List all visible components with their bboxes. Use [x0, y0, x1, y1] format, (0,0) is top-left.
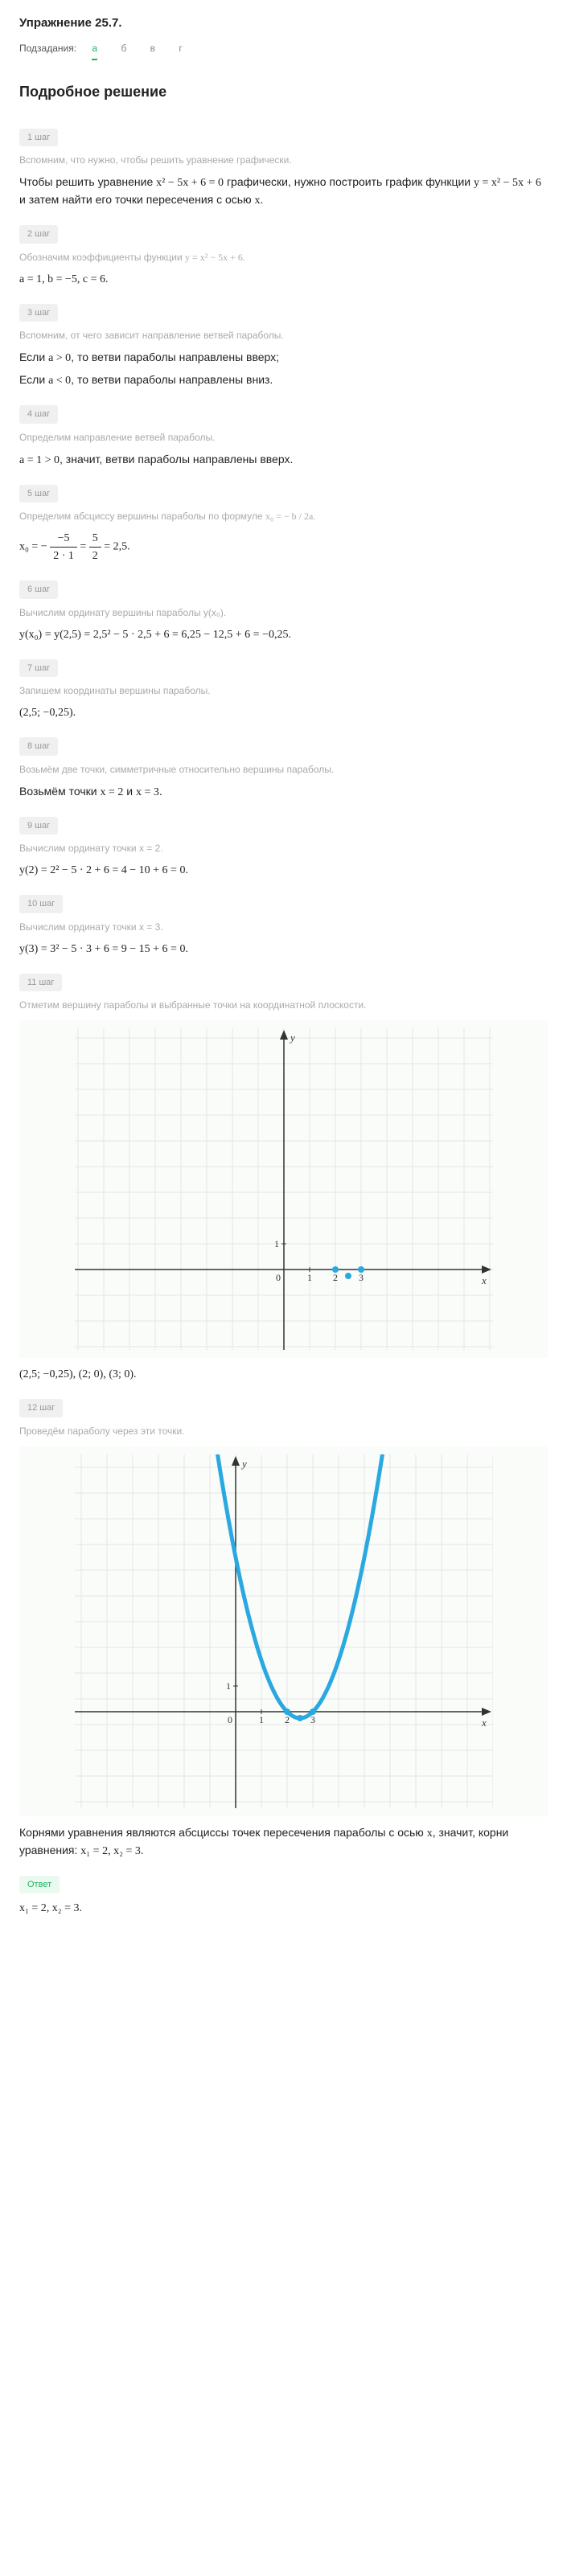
- step-badge-5: 5 шаг: [19, 485, 58, 503]
- step11-hint: Отметим вершину параболы и выбранные точ…: [19, 998, 548, 1012]
- step12-conclusion: Корнями уравнения являются абсциссы точе…: [19, 1824, 548, 1860]
- step2-hint-expr: y = x² − 5x + 6.: [185, 252, 245, 263]
- subtasks-label: Подзадания:: [19, 43, 76, 54]
- step5-f1num: −5: [50, 530, 77, 548]
- step5-hint: Определим абсциссу вершины параболы по ф…: [19, 509, 548, 523]
- step-badge-9: 9 шаг: [19, 817, 58, 835]
- step4-text: a = 1 > 0, значит, ветви параболы направ…: [19, 451, 548, 469]
- step3-hint: Вспомним, от чего зависит направление ве…: [19, 328, 548, 343]
- step8-hint: Возьмём две точки, симметричные относите…: [19, 762, 548, 777]
- step-badge-7: 7 шаг: [19, 659, 58, 678]
- step12-roots: x₁ = 2, x₂ = 3.: [80, 1845, 143, 1857]
- step12-hint: Проведём параболу через эти точки.: [19, 1424, 548, 1438]
- subtask-v[interactable]: в: [150, 41, 155, 59]
- step1-pre: Чтобы решить уравнение: [19, 175, 156, 188]
- step5-eq2: = 2,5.: [101, 541, 130, 553]
- step-badge-6: 6 шаг: [19, 580, 58, 599]
- step8-pre: Возьмём точки: [19, 785, 100, 798]
- step2-hint-pre: Обозначим коэффициенты функции: [19, 252, 185, 263]
- step3-l2-pre: Если: [19, 373, 48, 386]
- graph-1: 0 1 2 3 1 x y: [75, 1028, 493, 1350]
- step5-f2num: 5: [89, 530, 101, 548]
- step8-dot: .: [159, 785, 162, 798]
- step8-text: Возьмём точки x = 2 и x = 3.: [19, 783, 548, 801]
- step5-hint-expr: x₀ = − b / 2a.: [265, 511, 315, 522]
- step7-hint: Запишем координаты вершины параболы.: [19, 683, 548, 698]
- step2-coeffs: a = 1, b = −5, c = 6.: [19, 271, 548, 288]
- step1-dot: .: [260, 193, 263, 206]
- svg-text:2: 2: [333, 1272, 338, 1283]
- solution-header: Подробное решение: [19, 81, 548, 103]
- step4-post: , значит, ветви параболы направлены ввер…: [60, 453, 293, 466]
- graph-2: 01231xy: [75, 1454, 493, 1808]
- answer-badge: Ответ: [19, 1876, 60, 1894]
- step-badge-12: 12 шаг: [19, 1399, 63, 1417]
- subtasks-row: Подзадания: а б в г: [19, 41, 548, 60]
- step-badge-2: 2 шаг: [19, 225, 58, 244]
- graph-1-wrap: 0 1 2 3 1 x y: [19, 1020, 548, 1358]
- step1-expr1: x² − 5x + 6 = 0: [156, 177, 224, 189]
- step5-eq1: =: [77, 541, 89, 553]
- step5-calc: x₀ = − −52 · 1 = 52 = 2,5.: [19, 530, 548, 564]
- step3-line1: Если a > 0, то ветви параболы направлены…: [19, 349, 548, 367]
- step3-l2-cond: a < 0: [48, 375, 71, 387]
- step1-post: и затем найти его точки пересечения с ос…: [19, 193, 254, 206]
- step7-coords: (2,5; −0,25).: [19, 704, 548, 721]
- answer-text: x₁ = 2, x₂ = 3.: [19, 1900, 548, 1917]
- step5-f2den: 2: [89, 548, 101, 564]
- step-badge-10: 10 шаг: [19, 895, 63, 913]
- svg-text:1: 1: [307, 1272, 312, 1283]
- step3-l1-post: , то ветви параболы направлены вверх;: [71, 351, 279, 363]
- step1-text: Чтобы решить уравнение x² − 5x + 6 = 0 г…: [19, 174, 548, 209]
- exercise-title: Упражнение 25.7.: [19, 14, 548, 33]
- step5-neg: −: [41, 541, 50, 553]
- step-badge-4: 4 шаг: [19, 405, 58, 424]
- step-badge-3: 3 шаг: [19, 304, 58, 322]
- step10-calc: y(3) = 3² − 5 · 3 + 6 = 9 − 15 + 6 = 0.: [19, 941, 548, 958]
- step-badge-1: 1 шаг: [19, 129, 58, 147]
- step6-calc: y(x₀) = y(2,5) = 2,5² − 5 · 2,5 + 6 = 6,…: [19, 626, 548, 643]
- svg-text:x: x: [481, 1717, 487, 1729]
- svg-text:1: 1: [259, 1714, 264, 1725]
- step3-l1-pre: Если: [19, 351, 48, 363]
- svg-text:y: y: [240, 1458, 247, 1470]
- step3-l2-post: , то ветви параболы направлены вниз.: [71, 373, 273, 386]
- step1-hint: Вспомним, что нужно, чтобы решить уравне…: [19, 153, 548, 167]
- svg-text:y: y: [289, 1032, 295, 1044]
- step4-expr: a = 1 > 0: [19, 454, 60, 466]
- subtask-b[interactable]: б: [121, 41, 126, 59]
- step6-hint: Вычислим ординату вершины параболы y(x₀)…: [19, 605, 548, 620]
- step9-hint: Вычислим ординату точки x = 2.: [19, 841, 548, 855]
- subtask-g[interactable]: г: [179, 41, 182, 59]
- step3-line2: Если a < 0, то ветви параболы направлены…: [19, 371, 548, 389]
- subtask-a[interactable]: а: [92, 41, 97, 60]
- step-badge-8: 8 шаг: [19, 737, 58, 756]
- step4-hint: Определим направление ветвей параболы.: [19, 430, 548, 445]
- step12-pre: Корнями уравнения являются абсциссы точе…: [19, 1826, 427, 1839]
- step1-expr2: y = x² − 5x + 6: [474, 177, 541, 189]
- svg-text:x: x: [481, 1274, 487, 1286]
- step-badge-11: 11 шаг: [19, 974, 62, 992]
- svg-text:0: 0: [228, 1714, 232, 1725]
- svg-text:1: 1: [274, 1238, 279, 1249]
- step5-f1den: 2 · 1: [50, 548, 77, 564]
- step8-and: и: [123, 785, 136, 798]
- step5-hint-pre: Определим абсциссу вершины параболы по ф…: [19, 511, 265, 522]
- step11-points: (2,5; −0,25), (2; 0), (3; 0).: [19, 1366, 548, 1383]
- step1-mid: графически, нужно построить график функц…: [224, 175, 474, 188]
- step10-hint: Вычислим ординату точки x = 3.: [19, 920, 548, 934]
- step8-p2: x = 3: [136, 786, 159, 798]
- step9-calc: y(2) = 2² − 5 · 2 + 6 = 4 − 10 + 6 = 0.: [19, 862, 548, 879]
- step8-p1: x = 2: [100, 786, 123, 798]
- step5-x0: x₀ =: [19, 541, 41, 553]
- svg-text:1: 1: [226, 1680, 231, 1692]
- svg-text:0: 0: [276, 1272, 281, 1283]
- graph-2-wrap: 01231xy: [19, 1446, 548, 1816]
- step12-axis: x: [427, 1827, 433, 1840]
- step3-l1-cond: a > 0: [48, 352, 71, 364]
- step2-hint: Обозначим коэффициенты функции y = x² − …: [19, 250, 548, 265]
- svg-text:3: 3: [359, 1272, 364, 1283]
